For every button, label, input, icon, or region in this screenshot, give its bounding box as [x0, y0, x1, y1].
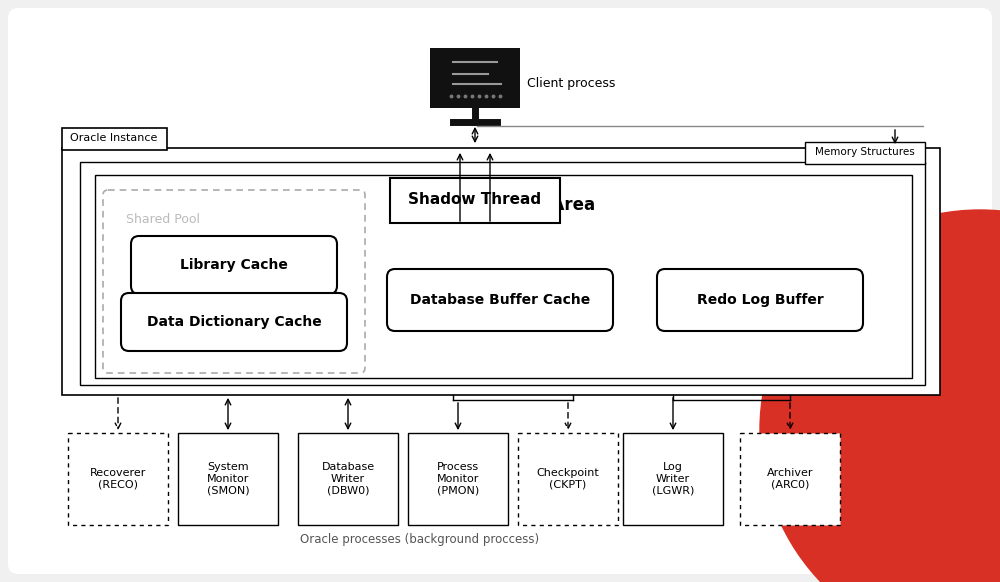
FancyBboxPatch shape: [8, 8, 992, 574]
Text: Checkpoint
(CKPT): Checkpoint (CKPT): [537, 468, 599, 490]
FancyBboxPatch shape: [657, 269, 863, 331]
Text: Data Dictionary Cache: Data Dictionary Cache: [147, 315, 321, 329]
Bar: [62, 148, 940, 395]
Text: Redo Log Buffer: Redo Log Buffer: [697, 293, 823, 307]
Bar: [95, 175, 912, 378]
Text: System Global Area: System Global Area: [411, 196, 595, 214]
Text: Log
Writer
(LGWR): Log Writer (LGWR): [652, 463, 694, 496]
Bar: [740, 433, 840, 525]
Bar: [805, 142, 925, 164]
Text: Database
Writer
(DBW0): Database Writer (DBW0): [321, 463, 375, 496]
FancyBboxPatch shape: [387, 269, 613, 331]
Bar: [623, 433, 723, 525]
Text: Shared Pool: Shared Pool: [126, 213, 200, 226]
Bar: [68, 433, 168, 525]
Bar: [408, 433, 508, 525]
Bar: [298, 433, 398, 525]
FancyBboxPatch shape: [103, 190, 365, 373]
Circle shape: [760, 210, 1000, 582]
Text: Oracle Instance: Oracle Instance: [70, 133, 158, 143]
Text: Process
Monitor
(PMON): Process Monitor (PMON): [437, 463, 479, 496]
Text: Library Cache: Library Cache: [180, 258, 288, 272]
Text: Recoverer
(RECO): Recoverer (RECO): [90, 468, 146, 490]
Bar: [430, 48, 520, 108]
Text: Archiver
(ARC0): Archiver (ARC0): [767, 468, 813, 490]
Bar: [62, 128, 167, 150]
Bar: [178, 433, 278, 525]
Bar: [390, 178, 560, 223]
Bar: [80, 162, 925, 385]
FancyBboxPatch shape: [131, 236, 337, 294]
Text: Shadow Thread: Shadow Thread: [408, 193, 542, 208]
Text: Client process: Client process: [527, 76, 615, 90]
Text: Oracle processes (background proccess): Oracle processes (background proccess): [300, 534, 540, 546]
Bar: [518, 433, 618, 525]
FancyBboxPatch shape: [121, 293, 347, 351]
Text: Memory Structures: Memory Structures: [815, 147, 915, 157]
Text: System
Monitor
(SMON): System Monitor (SMON): [207, 463, 249, 496]
Text: Database Buffer Cache: Database Buffer Cache: [410, 293, 590, 307]
